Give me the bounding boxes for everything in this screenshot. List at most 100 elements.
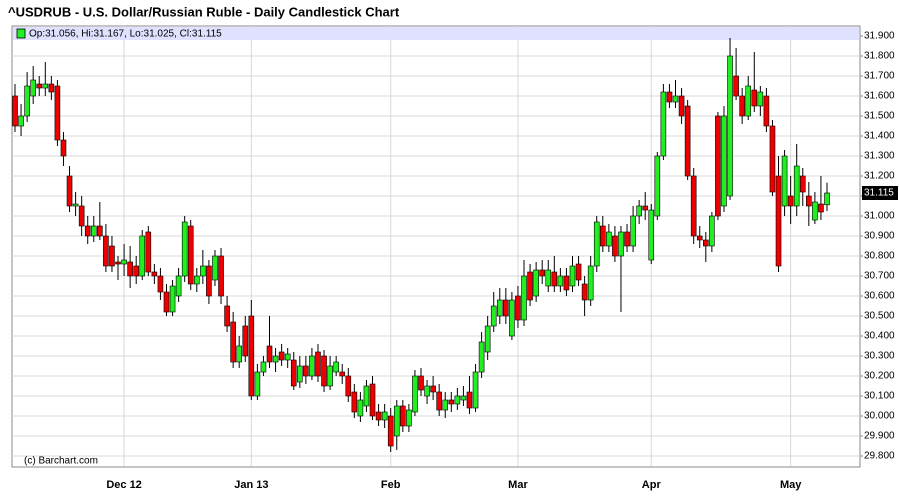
candle-body xyxy=(581,283,588,301)
candle-body xyxy=(406,409,412,427)
candle-body xyxy=(30,79,36,97)
candle-body xyxy=(490,305,497,327)
candle-body xyxy=(484,325,491,353)
y-tick-label: 31.700 xyxy=(864,71,895,82)
candle-body xyxy=(642,205,649,211)
candle-body xyxy=(648,209,655,261)
candle-body xyxy=(606,231,612,247)
candle-body xyxy=(630,215,636,247)
candle-body xyxy=(387,415,394,447)
candle-body xyxy=(599,225,606,247)
candle-body xyxy=(345,375,352,397)
candle-body xyxy=(157,275,164,293)
candle-body xyxy=(696,235,703,241)
candle-body xyxy=(303,365,309,377)
candle-body xyxy=(375,411,382,421)
candle-body xyxy=(539,269,545,277)
x-tick-label: Dec 12 xyxy=(106,479,141,491)
candle-body xyxy=(690,175,697,237)
candle-body xyxy=(472,371,479,409)
candle-body xyxy=(424,385,430,397)
candle-body xyxy=(121,259,127,265)
y-tick-label: 31.400 xyxy=(864,131,895,142)
last-price-label: 31.115 xyxy=(864,188,894,199)
candle-body xyxy=(236,345,243,363)
candle-body xyxy=(187,225,194,285)
candle-body xyxy=(18,115,24,127)
candle-body xyxy=(709,215,715,247)
candle-body xyxy=(593,221,600,267)
candle-body xyxy=(515,295,521,321)
candle-body xyxy=(260,361,267,373)
y-tick-label: 29.800 xyxy=(864,451,895,462)
plot-area xyxy=(11,25,861,468)
candle-body xyxy=(624,231,630,247)
candle-body xyxy=(733,75,739,97)
x-tick-label: Jan 13 xyxy=(234,479,268,491)
candle-body xyxy=(115,261,121,265)
candle-body xyxy=(127,261,133,277)
candle-body xyxy=(454,395,461,405)
candle-body xyxy=(327,365,333,387)
candle-body xyxy=(684,105,691,177)
candle-body xyxy=(793,165,800,207)
candle-body xyxy=(103,235,109,267)
candle-body xyxy=(254,371,261,397)
candle-body xyxy=(478,341,485,373)
x-tick-label: Apr xyxy=(642,479,662,491)
candle-body xyxy=(278,351,285,361)
candle-body xyxy=(436,391,442,411)
y-tick-label: 30.000 xyxy=(864,411,895,422)
candle-body xyxy=(745,85,752,117)
candle-body xyxy=(242,325,249,357)
candle-body xyxy=(163,291,170,313)
candle-body xyxy=(48,83,55,93)
y-tick-label: 31.500 xyxy=(864,111,895,122)
candle-body xyxy=(315,351,321,377)
candle-body xyxy=(133,265,139,277)
y-tick-label: 31.300 xyxy=(864,151,895,162)
candle-body xyxy=(678,95,685,117)
candle-body xyxy=(569,265,576,287)
candle-body xyxy=(769,125,776,193)
candle-body xyxy=(448,399,455,405)
candle-body xyxy=(654,155,661,217)
candle-body xyxy=(545,269,552,287)
candle-body xyxy=(496,299,503,317)
candle-body xyxy=(78,205,85,227)
candle-body xyxy=(175,275,182,297)
candle-body xyxy=(763,95,770,127)
y-tick-label: 30.600 xyxy=(864,291,895,302)
candle-body xyxy=(818,203,824,213)
candle-body xyxy=(339,371,346,377)
chart-title: ^USDRUB - U.S. Dollar/Russian Ruble - Da… xyxy=(8,4,400,19)
candle-body xyxy=(412,375,418,413)
candle-body xyxy=(557,275,564,287)
candle-body xyxy=(503,299,509,317)
y-tick-label: 31.600 xyxy=(864,91,895,102)
x-tick-label: May xyxy=(780,479,802,491)
candle-body xyxy=(660,91,667,157)
candle-body xyxy=(799,175,806,193)
candle-body xyxy=(66,175,73,207)
candle-body xyxy=(521,275,527,321)
candle-body xyxy=(193,275,200,285)
candle-body xyxy=(666,91,673,103)
x-tick-label: Feb xyxy=(381,479,401,491)
candle-body xyxy=(636,205,642,217)
candle-body xyxy=(54,85,61,141)
candle-body xyxy=(181,221,188,277)
candle-body xyxy=(266,345,273,363)
candle-body xyxy=(297,365,303,383)
candle-body xyxy=(466,391,473,409)
candle-body xyxy=(672,95,679,103)
y-tick-label: 30.500 xyxy=(864,311,895,322)
y-tick-label: 31.000 xyxy=(864,211,895,222)
candle-body xyxy=(90,225,97,237)
candle-body xyxy=(248,315,255,397)
y-tick-label: 31.900 xyxy=(864,31,895,42)
candle-body xyxy=(812,201,818,221)
candle-body xyxy=(703,239,709,247)
candle-body xyxy=(230,321,236,363)
